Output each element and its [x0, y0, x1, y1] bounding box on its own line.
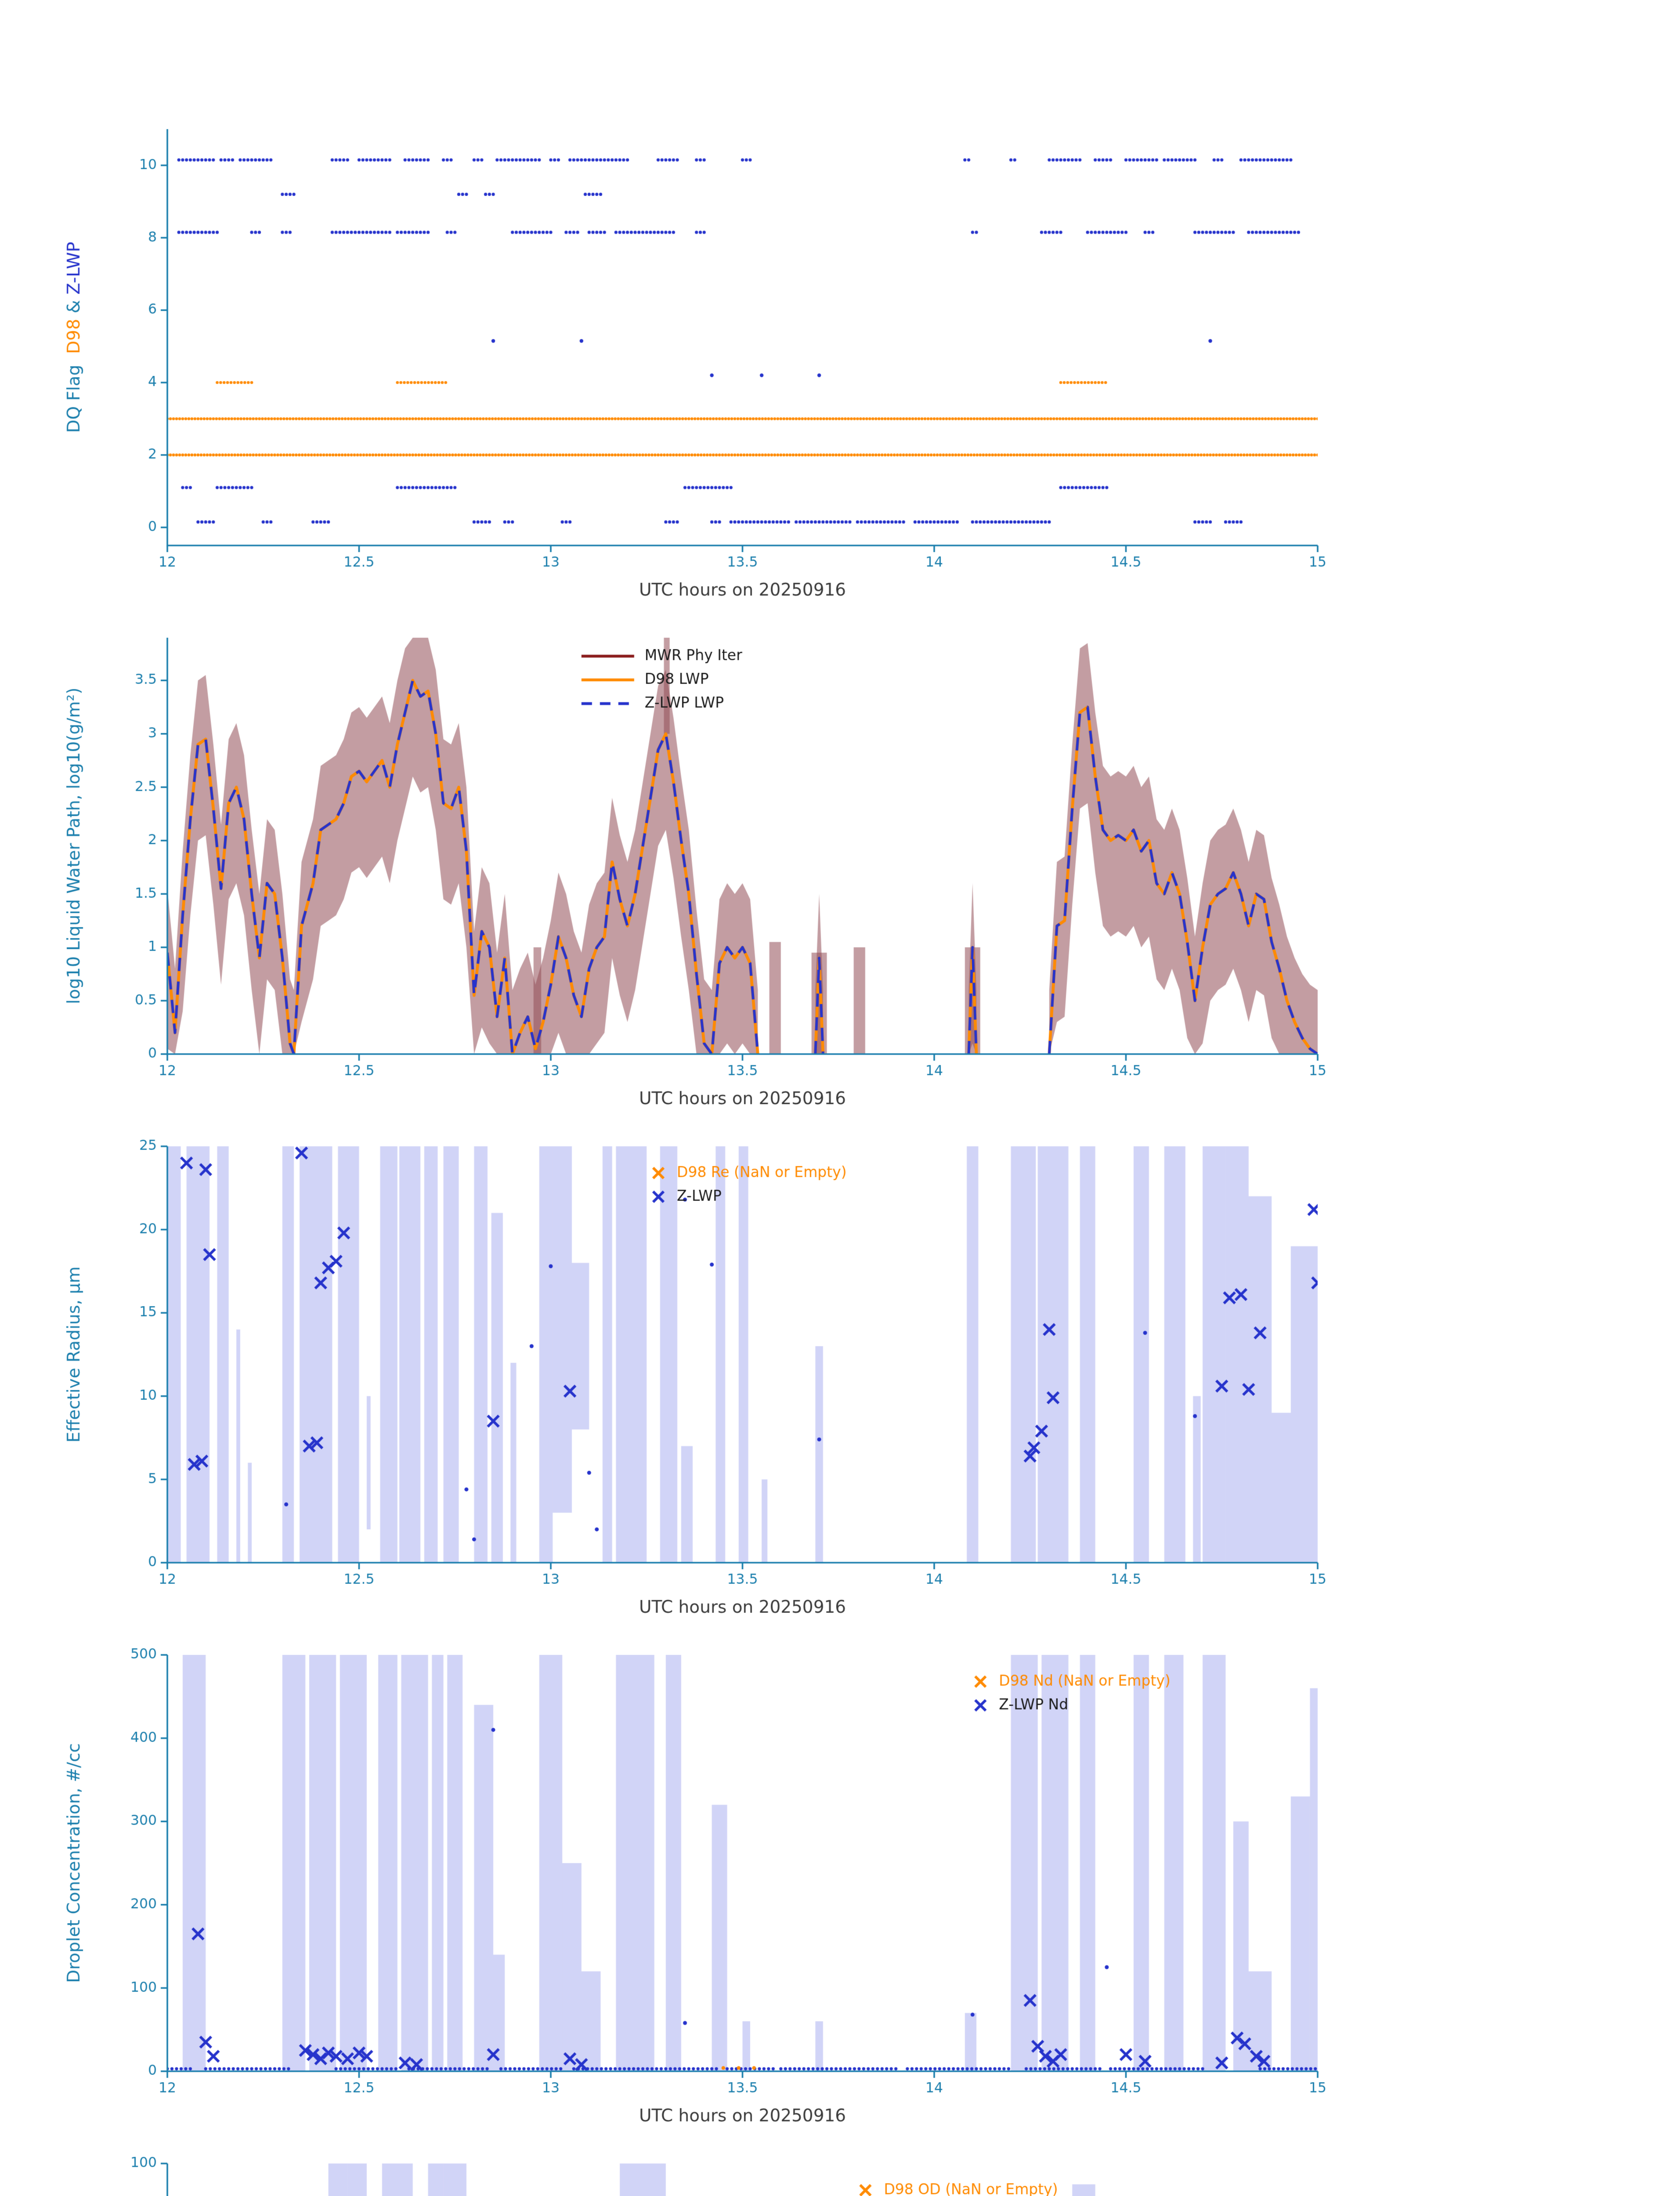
panel-2-canvas: [0, 630, 1680, 1138]
panel-5-canvas: [0, 2156, 1680, 2196]
panel-droplet-concentration: [0, 1647, 1680, 2156]
panel-effective-radius: [0, 1138, 1680, 1647]
panel-dq-flag: [0, 121, 1680, 630]
panel-4-canvas: [0, 1647, 1680, 2156]
panel-optical-depth: [0, 2156, 1680, 2196]
panel-3-canvas: [0, 1138, 1680, 1647]
panel-1-canvas: [0, 121, 1680, 630]
panel-lwp: [0, 630, 1680, 1138]
